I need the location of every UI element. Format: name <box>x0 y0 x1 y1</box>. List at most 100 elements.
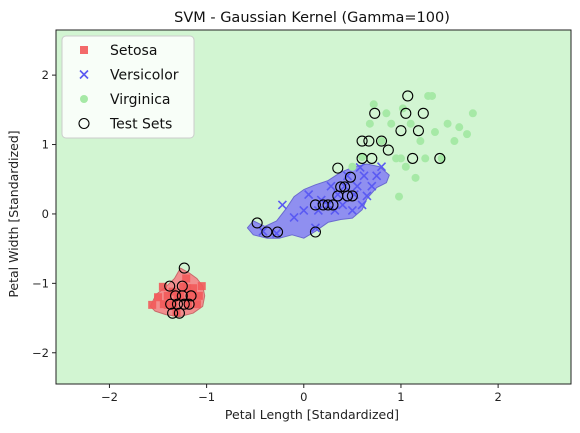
point-virginica <box>455 123 464 132</box>
point-test-sets <box>335 181 347 193</box>
point-versicolor <box>376 162 387 172</box>
legend-items: Setosa Versicolor Virginica Test Sets <box>78 43 179 133</box>
point-setosa <box>169 300 178 309</box>
point-virginica <box>416 137 425 146</box>
y-tick-label: 1 <box>42 138 49 152</box>
x-axis-label: Petal Length [Standardized] <box>225 407 399 422</box>
point-virginica <box>450 137 459 146</box>
point-virginica <box>382 109 391 118</box>
point-test-sets <box>363 135 375 147</box>
point-virginica <box>395 192 404 201</box>
y-tick-label: −2 <box>32 346 49 360</box>
point-versicolor <box>362 191 372 201</box>
y-axis: −2 −1 0 1 2 <box>32 68 56 360</box>
y-tick-label: −1 <box>32 276 49 290</box>
point-test-sets <box>309 226 321 238</box>
point-setosa <box>182 274 191 283</box>
point-test-sets <box>178 298 190 310</box>
point-test-sets <box>251 217 263 229</box>
point-setosa <box>158 282 167 291</box>
point-test-sets <box>382 144 394 156</box>
point-test-sets <box>344 171 356 183</box>
point-setosa <box>148 300 157 309</box>
point-test-sets <box>173 307 185 319</box>
point-test-sets <box>322 199 334 211</box>
point-setosa <box>192 300 201 309</box>
point-test-sets <box>169 290 182 302</box>
point-test-sets <box>369 107 381 119</box>
legend: Setosa Versicolor Virginica Test Sets <box>61 35 195 139</box>
legend-label-virginica: Virginica <box>110 92 170 108</box>
point-virginica <box>398 104 407 113</box>
point-test-sets <box>271 226 284 238</box>
point-setosa <box>194 291 203 300</box>
point-virginica <box>377 137 386 146</box>
point-test-sets <box>402 90 414 102</box>
point-versicolor <box>310 223 321 233</box>
point-virginica <box>411 173 420 182</box>
point-test-sets <box>176 290 188 302</box>
point-virginica <box>430 128 439 137</box>
point-virginica <box>365 119 374 128</box>
point-virginica <box>369 100 378 109</box>
point-versicolor <box>338 200 348 210</box>
point-test-sets <box>309 199 321 211</box>
point-versicolor <box>340 181 350 191</box>
point-setosa <box>197 282 206 291</box>
point-setosa <box>163 291 172 300</box>
point-versicolor <box>304 189 314 200</box>
point-test-sets <box>341 190 354 202</box>
point-versicolor <box>372 171 382 181</box>
point-virginica <box>437 154 446 163</box>
point-virginica <box>348 162 357 171</box>
point-test-sets <box>375 135 388 147</box>
point-virginica <box>358 153 367 162</box>
point-versicolor <box>313 205 323 216</box>
plot-frame <box>55 29 572 385</box>
point-versicolor <box>347 205 357 216</box>
point-versicolor <box>359 171 369 181</box>
x-tick-label: 2 <box>494 390 501 404</box>
point-test-sets <box>412 125 424 137</box>
point-test-sets <box>366 152 378 164</box>
x-tick-label: −2 <box>101 390 118 404</box>
point-versicolor <box>299 205 309 216</box>
point-test-sets <box>183 298 195 310</box>
legend-box <box>61 35 195 139</box>
point-test-sets <box>346 190 358 202</box>
y-tick-label: 0 <box>42 207 49 221</box>
point-versicolor <box>289 212 299 222</box>
point-setosa <box>163 300 172 309</box>
point-test-sets <box>417 107 429 119</box>
point-versicolor <box>355 162 365 173</box>
y-tick-label: 2 <box>42 68 49 82</box>
data-points <box>148 90 477 319</box>
point-versicolor <box>277 200 287 210</box>
point-test-sets <box>356 135 368 147</box>
point-test-sets <box>185 290 197 302</box>
point-test-sets <box>164 280 176 292</box>
point-test-sets <box>261 226 273 238</box>
legend-label-setosa: Setosa <box>110 43 157 59</box>
point-virginica <box>406 119 415 128</box>
point-versicolor <box>357 200 367 210</box>
point-versicolor <box>258 226 268 236</box>
point-virginica <box>401 162 410 171</box>
x-axis: −2 −1 0 1 2 <box>101 384 502 404</box>
legend-marker-versicolor <box>79 69 89 80</box>
x-tick-label: 1 <box>397 390 404 404</box>
point-setosa <box>187 291 196 300</box>
point-test-sets <box>167 307 179 319</box>
point-versicolor <box>352 181 362 191</box>
point-versicolor <box>342 171 353 181</box>
point-versicolor <box>367 181 377 191</box>
legend-marker-test-sets <box>78 117 90 130</box>
x-tick-label: 0 <box>300 390 307 404</box>
chart-title: SVM - Gaussian Kernel (Gamma=100) <box>174 10 450 26</box>
legend-label-versicolor: Versicolor <box>110 68 179 84</box>
point-versicolor <box>326 181 336 191</box>
legend-marker-virginica <box>80 95 88 103</box>
point-virginica <box>468 109 477 118</box>
point-setosa <box>172 308 181 317</box>
